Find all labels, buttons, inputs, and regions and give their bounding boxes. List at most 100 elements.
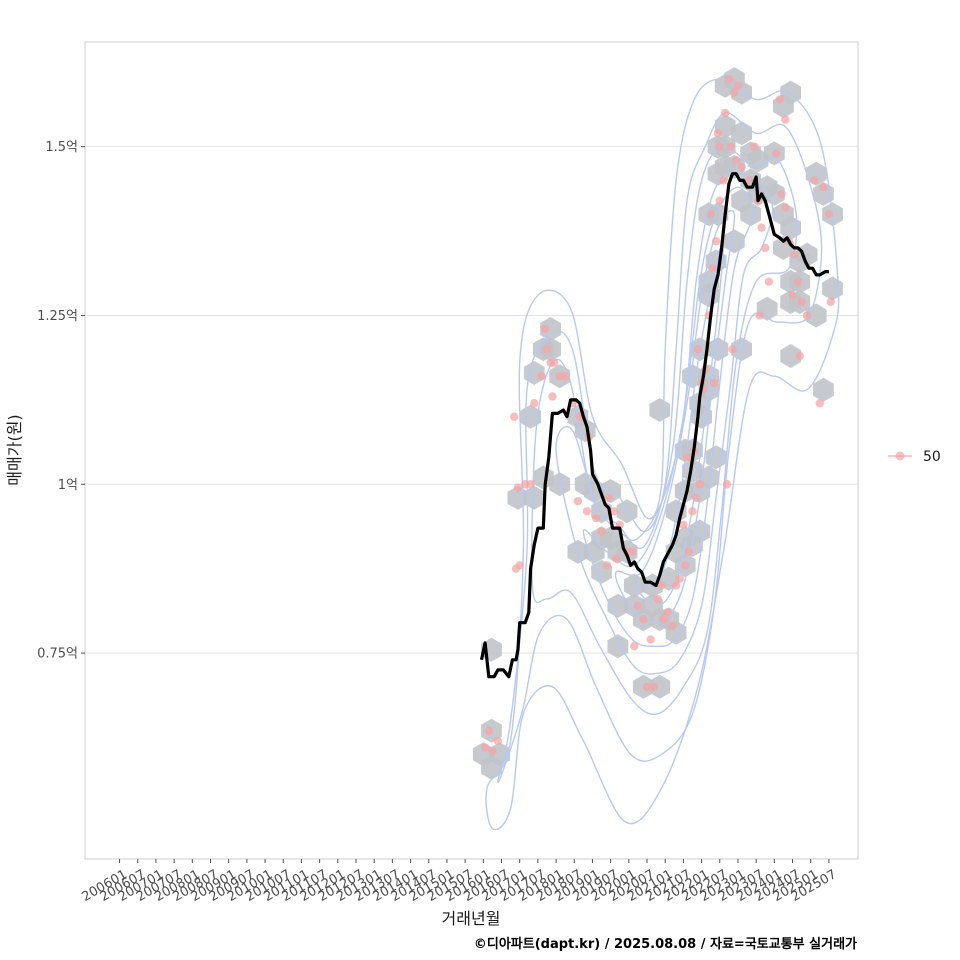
transaction-point [737, 162, 746, 172]
x-axis: 2006012006072007012007072008012008072009… [79, 859, 839, 905]
transaction-point [826, 297, 835, 307]
transaction-point [573, 496, 583, 506]
transaction-point [755, 311, 764, 320]
hex-bin [523, 485, 545, 510]
transaction-point [484, 726, 493, 735]
transaction-point [706, 209, 715, 219]
y-tick-label: 0.75억 [37, 647, 78, 662]
transaction-point [480, 743, 490, 752]
hex-bin [549, 472, 571, 497]
transaction-point [628, 547, 637, 556]
caption: ©디아파트(dapt.kr) / 2025.08.08 / 자료=국토교통부 실… [474, 936, 857, 952]
transaction-point [721, 108, 730, 118]
transaction-point [526, 480, 535, 489]
transaction-point [802, 311, 812, 320]
transaction-point [797, 297, 806, 307]
transaction-point [610, 507, 619, 516]
transaction-point [675, 574, 684, 583]
transaction-point [493, 736, 503, 746]
transaction-point [781, 115, 790, 124]
transaction-point [513, 483, 523, 492]
transaction-point [530, 399, 539, 408]
hex-bin [763, 181, 785, 206]
transaction-point [646, 635, 655, 644]
transaction-point [764, 277, 774, 286]
transaction-point [668, 621, 677, 631]
y-tick-label: 1.5억 [45, 140, 78, 155]
transaction-point [653, 594, 663, 604]
transaction-point [537, 372, 546, 381]
transaction-point [715, 142, 724, 151]
transaction-point [710, 378, 719, 388]
transaction-point [657, 581, 666, 590]
trend-line [479, 172, 829, 679]
hex-bin [723, 229, 745, 254]
transaction-point [682, 453, 692, 462]
transaction-point [775, 95, 784, 104]
transaction-point [815, 399, 825, 408]
transaction-point [691, 493, 701, 502]
transaction-point [722, 480, 732, 489]
transaction-point [488, 746, 497, 756]
transaction-point [679, 520, 688, 529]
y-axis: 0.75억 1억 1.25억 1.5억 [37, 140, 85, 662]
x-axis-title: 거래년월 [442, 909, 501, 928]
hex-bin [540, 317, 561, 341]
transaction-point [730, 88, 739, 97]
transaction-point [671, 581, 681, 590]
hex-bin [805, 303, 827, 328]
transaction-point [824, 209, 834, 219]
transaction-point [550, 358, 559, 367]
transaction-point [733, 81, 743, 91]
transaction-point [788, 291, 797, 300]
transaction-point [781, 203, 790, 212]
transaction-point [728, 345, 737, 354]
transaction-point [684, 547, 694, 556]
transaction-point [597, 527, 606, 536]
transaction-point [790, 250, 799, 259]
transaction-point [650, 682, 659, 692]
transaction-point [713, 128, 723, 138]
transaction-point [810, 176, 819, 185]
transaction-point [777, 189, 786, 199]
transaction-point [695, 480, 704, 489]
transaction-point [604, 493, 614, 502]
y-tick-label: 1억 [58, 478, 78, 493]
transaction-point [515, 561, 524, 570]
transaction-point [591, 513, 601, 523]
transaction-point [719, 176, 728, 185]
transaction-point [611, 554, 621, 563]
transaction-point [540, 324, 550, 334]
hex-bin [607, 634, 629, 659]
transaction-point [757, 223, 766, 232]
transaction-point [744, 176, 754, 185]
legend: 50 [888, 449, 941, 465]
transaction-point [693, 345, 703, 354]
transaction-point [630, 642, 639, 651]
moving-average-line [479, 172, 829, 679]
transaction-point [750, 142, 759, 151]
transaction-point [731, 155, 741, 165]
hex-bin [649, 674, 671, 699]
transaction-point [771, 149, 781, 158]
transaction-point [659, 615, 668, 624]
hex-bin [649, 398, 671, 422]
transaction-point [560, 372, 570, 381]
transaction-point [542, 345, 552, 354]
transaction-point [793, 277, 803, 286]
hex-bin [780, 215, 802, 240]
transaction-point [602, 561, 612, 570]
density-contour [485, 78, 840, 831]
density-contour [614, 209, 736, 624]
density-contour [555, 171, 774, 675]
transaction-point [715, 196, 724, 205]
hex-bin [533, 465, 554, 490]
transaction-point [726, 142, 735, 151]
transaction-points [480, 74, 835, 756]
transaction-point [639, 615, 648, 624]
transaction-point [642, 682, 652, 692]
hex-bin [813, 377, 834, 402]
transaction-point [761, 243, 770, 253]
transaction-point [548, 392, 557, 401]
